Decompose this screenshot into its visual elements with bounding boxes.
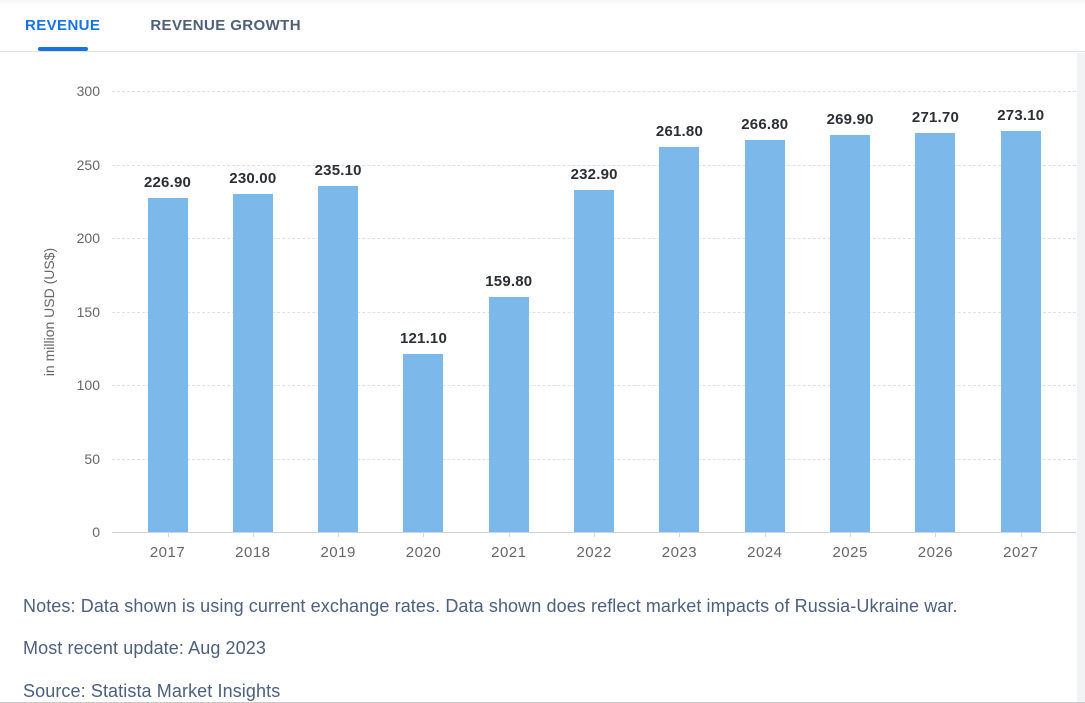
bar-2023[interactable] [659, 147, 700, 532]
gridline-300 [112, 91, 1076, 92]
bar-value-label: 235.10 [314, 162, 362, 180]
bar-2017[interactable] [147, 198, 188, 532]
x-axis-tick [252, 533, 254, 537]
bar-value-label: 266.80 [741, 115, 789, 133]
bar-value-label: 226.90 [143, 174, 192, 192]
y-tick-label: 100 [76, 377, 100, 393]
x-axis-tick [508, 533, 510, 537]
y-tick-label: 50 [84, 450, 100, 467]
scrollbar-track [1077, 53, 1085, 703]
bar-value-label: 232.90 [570, 165, 618, 183]
x-tick-label: 2027 [1003, 544, 1039, 561]
top-fade-divider [0, 0, 1085, 6]
x-axis-tick [167, 533, 169, 537]
x-axis-tick [764, 533, 766, 537]
x-axis-tick [1020, 533, 1022, 537]
bar-2022[interactable] [574, 189, 615, 532]
tab-revenue-growth[interactable]: REVENUE GROWTH [150, 0, 301, 51]
chart-notes: Notes: Data shown is using current excha… [23, 596, 958, 616]
bar-value-label: 261.80 [655, 123, 704, 141]
bar-2026[interactable] [915, 132, 956, 532]
bar-2019[interactable] [318, 186, 359, 532]
y-tick-label: 0 [92, 524, 100, 540]
x-axis-tick [338, 533, 340, 537]
source-note: Source: Statista Market Insights [23, 681, 281, 701]
x-tick-label: 2023 [661, 544, 698, 561]
tab-revenue[interactable]: REVENUE [25, 0, 100, 51]
x-tick-label: 2020 [405, 544, 442, 561]
x-tick-label: 2017 [149, 544, 186, 561]
tab-revenue-label: REVENUE [25, 17, 101, 34]
active-tab-underline [37, 47, 88, 51]
x-tick-label: 2024 [747, 544, 783, 561]
bar-value-label: 159.80 [485, 273, 533, 291]
x-tick-label: 2018 [235, 544, 271, 561]
x-tick-label: 2026 [917, 544, 954, 561]
x-axis-tick [679, 533, 681, 537]
x-axis-tick [423, 533, 425, 537]
bar-2018[interactable] [232, 193, 273, 532]
bar-2024[interactable] [744, 139, 785, 532]
x-axis-tick [850, 533, 852, 537]
tab-revenue-growth-label: REVENUE GROWTH [150, 17, 301, 34]
y-tick-label: 200 [76, 230, 100, 246]
bar-2027[interactable] [1000, 130, 1041, 532]
bar-2020[interactable] [403, 353, 444, 532]
gridline-250 [112, 164, 1076, 166]
x-tick-label: 2021 [491, 544, 527, 561]
y-tick-label: 250 [76, 156, 100, 173]
tab-bar: REVENUE REVENUE GROWTH [0, 0, 1085, 52]
x-tick-label: 2019 [320, 544, 356, 561]
bar-2025[interactable] [830, 135, 871, 532]
last-update-note: Most recent update: Aug 2023 [23, 638, 266, 658]
bar-2021[interactable] [488, 297, 529, 532]
x-axis-tick [594, 533, 596, 537]
x-axis-line [112, 532, 1076, 533]
bar-value-label: 230.00 [229, 169, 277, 187]
bar-value-label: 269.90 [826, 111, 874, 129]
x-tick-label: 2022 [576, 544, 612, 561]
y-tick-label: 300 [76, 83, 100, 99]
x-tick-label: 2025 [832, 544, 868, 561]
bar-value-label: 271.70 [911, 108, 960, 126]
bar-value-label: 121.10 [399, 329, 448, 347]
revenue-bar-chart: in million USD (US$) 0 50 100 150 200 250 300 2… [0, 52, 1085, 580]
y-tick-label: 150 [76, 303, 100, 320]
bar-value-label: 273.10 [997, 106, 1045, 124]
x-axis-tick [935, 533, 937, 537]
